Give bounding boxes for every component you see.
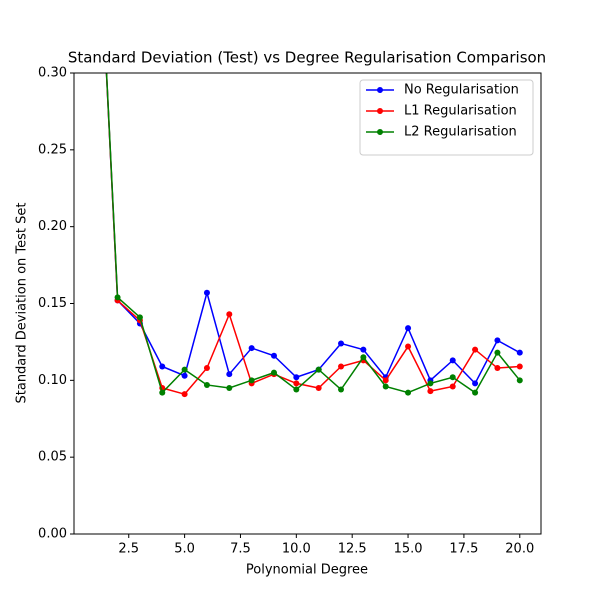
data-point bbox=[516, 363, 523, 370]
data-point bbox=[248, 377, 255, 384]
data-point bbox=[293, 374, 300, 381]
data-point bbox=[181, 372, 188, 379]
data-point bbox=[315, 385, 322, 392]
data-point bbox=[427, 380, 434, 387]
data-point bbox=[293, 386, 300, 393]
x-tick-label: 10.0 bbox=[282, 542, 311, 557]
data-point bbox=[248, 345, 255, 352]
data-point bbox=[494, 349, 501, 356]
y-tick-label: 0.15 bbox=[38, 296, 67, 311]
data-point bbox=[449, 374, 456, 381]
data-point bbox=[226, 385, 233, 392]
data-point bbox=[226, 371, 233, 378]
legend-marker bbox=[377, 108, 383, 114]
x-tick-label: 20.0 bbox=[505, 542, 534, 557]
data-point bbox=[338, 386, 345, 393]
data-point bbox=[114, 294, 121, 301]
data-point bbox=[159, 389, 166, 396]
data-point bbox=[338, 340, 345, 347]
data-point bbox=[472, 346, 479, 353]
data-point bbox=[159, 363, 166, 370]
data-point bbox=[449, 383, 456, 390]
legend-marker bbox=[377, 129, 383, 135]
data-point bbox=[293, 380, 300, 387]
legend-label: L1 Regularisation bbox=[404, 104, 517, 119]
y-tick-label: 0.05 bbox=[38, 450, 67, 465]
data-point bbox=[382, 377, 389, 384]
data-point bbox=[494, 365, 501, 372]
data-point bbox=[360, 346, 367, 353]
data-point bbox=[427, 388, 434, 395]
y-tick-label: 0.00 bbox=[38, 527, 67, 542]
series-line bbox=[105, 73, 521, 385]
data-point bbox=[270, 352, 277, 359]
x-tick-label: 7.5 bbox=[230, 542, 251, 557]
data-point bbox=[494, 337, 501, 344]
x-tick-label: 2.5 bbox=[118, 542, 139, 557]
x-tick-label: 5.0 bbox=[174, 542, 195, 557]
y-tick-label: 0.10 bbox=[38, 373, 67, 388]
data-point bbox=[472, 380, 479, 387]
data-point bbox=[203, 381, 210, 388]
data-point bbox=[405, 325, 412, 332]
x-tick-label: 15.0 bbox=[394, 542, 423, 557]
data-point bbox=[449, 357, 456, 364]
legend-marker bbox=[377, 87, 383, 93]
x-axis-label: Polynomial Degree bbox=[246, 563, 368, 578]
data-point bbox=[472, 389, 479, 396]
data-point bbox=[181, 366, 188, 373]
data-point bbox=[181, 391, 188, 398]
data-point bbox=[203, 289, 210, 296]
legend-box bbox=[359, 79, 534, 156]
y-tick-label: 0.25 bbox=[38, 142, 67, 157]
legend-label: L2 Regularisation bbox=[404, 125, 517, 140]
chart-title: Standard Deviation (Test) vs Degree Regu… bbox=[68, 49, 546, 67]
data-point bbox=[136, 314, 143, 321]
data-point bbox=[360, 354, 367, 361]
legend-label: No Regularisation bbox=[404, 83, 519, 98]
x-tick-label: 12.5 bbox=[338, 542, 367, 557]
series-line bbox=[105, 73, 521, 395]
data-point bbox=[226, 311, 233, 318]
data-point bbox=[516, 349, 523, 356]
data-point bbox=[315, 366, 322, 373]
data-point bbox=[405, 343, 412, 350]
data-point bbox=[516, 377, 523, 384]
y-tick-label: 0.30 bbox=[38, 66, 67, 81]
data-point bbox=[270, 369, 277, 376]
data-point bbox=[405, 389, 412, 396]
y-tick-label: 0.20 bbox=[38, 219, 67, 234]
plot-area bbox=[105, 73, 523, 398]
x-tick-label: 17.5 bbox=[449, 542, 478, 557]
data-point bbox=[382, 383, 389, 390]
axes-frame bbox=[73, 72, 542, 535]
data-point bbox=[338, 363, 345, 370]
y-axis-label: Standard Deviation on Test Set bbox=[15, 203, 30, 404]
data-point bbox=[203, 365, 210, 372]
